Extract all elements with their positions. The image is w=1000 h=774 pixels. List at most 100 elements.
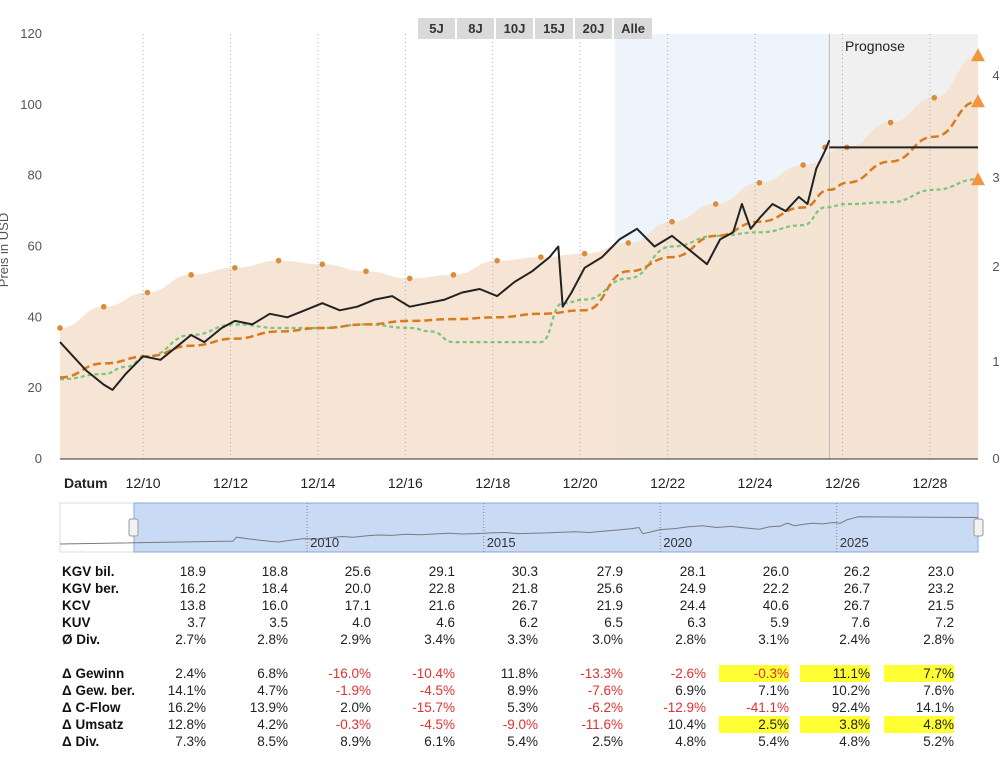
table-cell: 25.6	[344, 564, 371, 579]
x-tick-label: 12/16	[388, 475, 423, 491]
table-row: Δ Gewinn 2.4% 6.8% -16.0% -10.4% 11.8% -13.3% -…	[62, 665, 982, 682]
table-spacer	[62, 648, 982, 665]
table-cell: 8.9%	[507, 683, 538, 698]
fair-value-band	[60, 55, 978, 460]
table-cell: 17.1	[344, 598, 371, 613]
row-label: KGV ber.	[62, 581, 120, 596]
table-cell: 10.4%	[667, 717, 706, 732]
table-cell: 2.0%	[340, 700, 371, 715]
table-cell: -0.3%	[719, 665, 789, 682]
table-cell: 92.4%	[831, 700, 870, 715]
table-cell: 8.5%	[257, 734, 288, 749]
metrics-table: KGV bil. 18.9 18.8 25.6 29.1 30.3 27.9 28.1 26.0…	[62, 563, 982, 750]
fair-value-point	[406, 275, 413, 282]
table-cell: 2.8%	[923, 632, 954, 647]
table-cell: 40.6	[762, 598, 789, 613]
range-button-8j[interactable]: 8J	[457, 18, 494, 39]
table-cell: 30.3	[511, 564, 538, 579]
fair-value-point	[319, 261, 326, 268]
table-cell: 7.3%	[175, 734, 206, 749]
range-button-5j[interactable]: 5J	[418, 18, 455, 39]
table-cell: 5.4%	[507, 734, 538, 749]
end-marker-triangle	[971, 94, 985, 108]
range-button-alle[interactable]: Alle	[614, 18, 652, 39]
table-cell: -7.6%	[587, 683, 623, 698]
row-label: Δ Gew. ber.	[62, 683, 135, 698]
fair-value-point	[144, 289, 151, 296]
table-cell: 2.8%	[257, 632, 288, 647]
fair-value-point	[712, 201, 719, 207]
x-tick-label: 12/28	[912, 475, 947, 491]
range-button-20j[interactable]: 20J	[575, 18, 612, 39]
table-cell: 18.9	[179, 564, 206, 579]
table-cell: 25.6	[596, 581, 623, 596]
table-cell: 22.8	[428, 581, 455, 596]
table-cell: 6.2	[519, 615, 538, 630]
y-tick-label: 80	[28, 168, 42, 183]
table-row: Δ Gew. ber. 14.1% 4.7% -1.9% -4.5% 8.9% -7.6% 6…	[62, 682, 982, 699]
row-label: Δ Div.	[62, 734, 100, 749]
table-cell: 3.8%	[800, 716, 870, 733]
table-cell: -10.4%	[412, 666, 455, 681]
fair-value-point	[57, 325, 63, 331]
fair-value-point	[887, 119, 894, 126]
table-cell: 24.4	[679, 598, 706, 613]
table-cell: 10.2%	[831, 683, 870, 698]
range-button-10j[interactable]: 10J	[496, 18, 533, 39]
table-cell: -4.5%	[419, 717, 455, 732]
fair-value-point	[494, 257, 500, 264]
table-cell: 8.9%	[340, 734, 371, 749]
table-row: KUV 3.7 3.5 4.0 4.6 6.2 6.5 6.3 5.9 7.6 7.2	[62, 614, 982, 631]
earnings-line	[59, 100, 979, 379]
range-button-15j[interactable]: 15J	[535, 18, 573, 39]
table-row: Δ Umsatz 12.8% 4.2% -0.3% -4.5% -9.0% -11.6% 10…	[62, 716, 982, 733]
table-cell: 6.9%	[675, 683, 706, 698]
table-cell: -41.1%	[746, 700, 789, 715]
table-cell: 26.2	[843, 564, 870, 579]
table-cell: 4.2%	[257, 717, 288, 732]
y-tick-label: 100	[20, 97, 42, 112]
table-cell: 27.9	[596, 564, 623, 579]
table-cell: 4.0	[352, 615, 371, 630]
fair-value-point	[538, 254, 544, 260]
fair-value-point	[581, 250, 588, 257]
end-marker-triangle	[971, 172, 985, 186]
row-label: KGV bil.	[62, 564, 115, 579]
y-tick-label: 120	[20, 26, 42, 41]
table-cell: 6.3	[687, 615, 706, 630]
navigator-year-label: 2020	[663, 535, 692, 550]
table-cell: -2.6%	[670, 666, 706, 681]
table-cell: -11.6%	[581, 717, 623, 732]
table-cell: -9.0%	[502, 717, 538, 732]
table-row: KGV bil. 18.9 18.8 25.6 29.1 30.3 27.9 28.1 26.0…	[62, 563, 982, 580]
row-label: Ø Div.	[62, 632, 101, 647]
table-cell: 14.1%	[915, 700, 954, 715]
navigator-year-label: 2010	[310, 535, 339, 550]
navigator-left-handle[interactable]	[128, 518, 139, 537]
table-cell: -4.5%	[419, 683, 455, 698]
table-cell: 5.2%	[923, 734, 954, 749]
table-cell: 21.9	[596, 598, 623, 613]
table-cell: 2.4%	[175, 666, 206, 681]
navigator-right-handle[interactable]	[973, 518, 984, 537]
table-cell: 2.5%	[592, 734, 623, 749]
table-cell: 5.3%	[507, 700, 538, 715]
table-cell: 3.7	[187, 615, 206, 630]
table-cell: 7.7%	[884, 665, 954, 682]
y-tick-label: 20	[28, 380, 42, 395]
table-cell: 6.8%	[257, 666, 288, 681]
table-cell: 4.8%	[839, 734, 870, 749]
x-tick-label: 12/22	[650, 475, 685, 491]
y-tick-label: 0	[35, 451, 42, 466]
fair-value-point	[188, 272, 194, 278]
table-cell: 16.0	[261, 598, 288, 613]
table-cell: -1.9%	[335, 683, 371, 698]
table-cell: 23.0	[927, 564, 954, 579]
table-cell: 4.8%	[675, 734, 706, 749]
x-tick-label: 12/24	[738, 475, 773, 491]
row-label: Δ Umsatz	[62, 717, 124, 732]
table-cell: 6.5	[604, 615, 623, 630]
table-cell: 2.7%	[175, 632, 206, 647]
x-tick-label: 12/20	[563, 475, 598, 491]
table-cell: -0.3%	[335, 717, 371, 732]
